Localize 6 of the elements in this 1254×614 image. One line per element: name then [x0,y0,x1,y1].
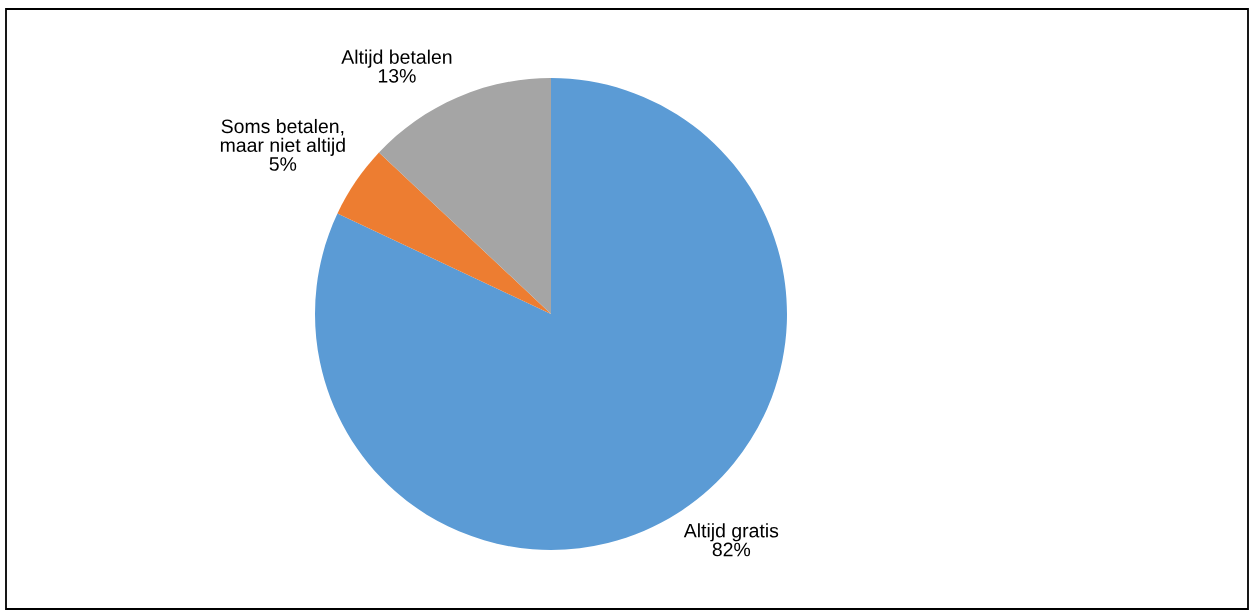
slice-label: Soms betalen, maar niet altijd [220,118,345,156]
data-label: 5% [269,157,297,171]
data-label: 82% [712,542,751,557]
slice-label: Altijd gratis [683,523,779,542]
slice-label: Altijd betalen [341,49,452,68]
data-label: 13% [378,68,416,83]
